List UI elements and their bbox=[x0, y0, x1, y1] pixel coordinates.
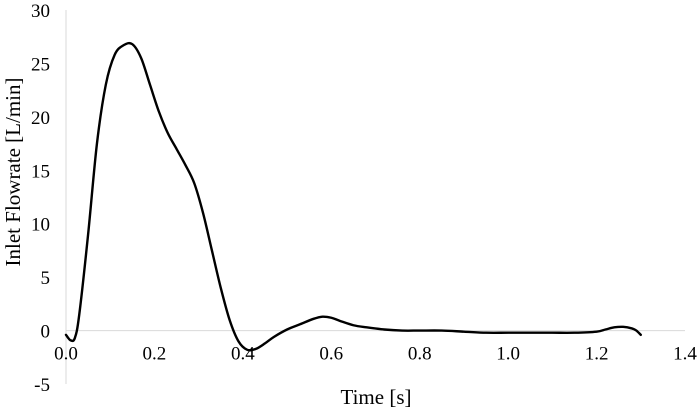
y-tick-label: 20 bbox=[31, 108, 50, 129]
y-tick-label: 30 bbox=[31, 1, 50, 22]
x-tick-label: 0.2 bbox=[143, 344, 167, 365]
x-tick-label: 0.4 bbox=[231, 344, 255, 365]
y-tick-label: 25 bbox=[31, 54, 50, 75]
y-tick-label: 5 bbox=[41, 268, 51, 289]
x-tick-label: 1.4 bbox=[673, 344, 697, 365]
flowrate-series-line bbox=[64, 41, 642, 352]
y-tick-label: -5 bbox=[34, 375, 50, 396]
x-tick-label: 1.0 bbox=[496, 344, 520, 365]
x-tick-label: 0.8 bbox=[408, 344, 432, 365]
axes-layer bbox=[65, 10, 685, 384]
series-layer bbox=[64, 41, 642, 352]
y-tick-label: 0 bbox=[41, 322, 51, 343]
y-tick-label: 15 bbox=[31, 161, 50, 182]
x-tick-label: 0.0 bbox=[54, 344, 78, 365]
y-axis-title: Inlet Flowrate [L/min] bbox=[1, 78, 25, 267]
ticks-layer: -5 0 5 10 15 20 25 30 0.0 0.2 0.4 0.6 0.8 1.0 1.2 1.4 bbox=[31, 1, 697, 396]
x-tick-label: 1.2 bbox=[585, 344, 609, 365]
x-tick-label: 0.6 bbox=[319, 344, 343, 365]
y-tick-label: 10 bbox=[31, 215, 50, 236]
x-axis-title: Time [s] bbox=[341, 385, 412, 409]
